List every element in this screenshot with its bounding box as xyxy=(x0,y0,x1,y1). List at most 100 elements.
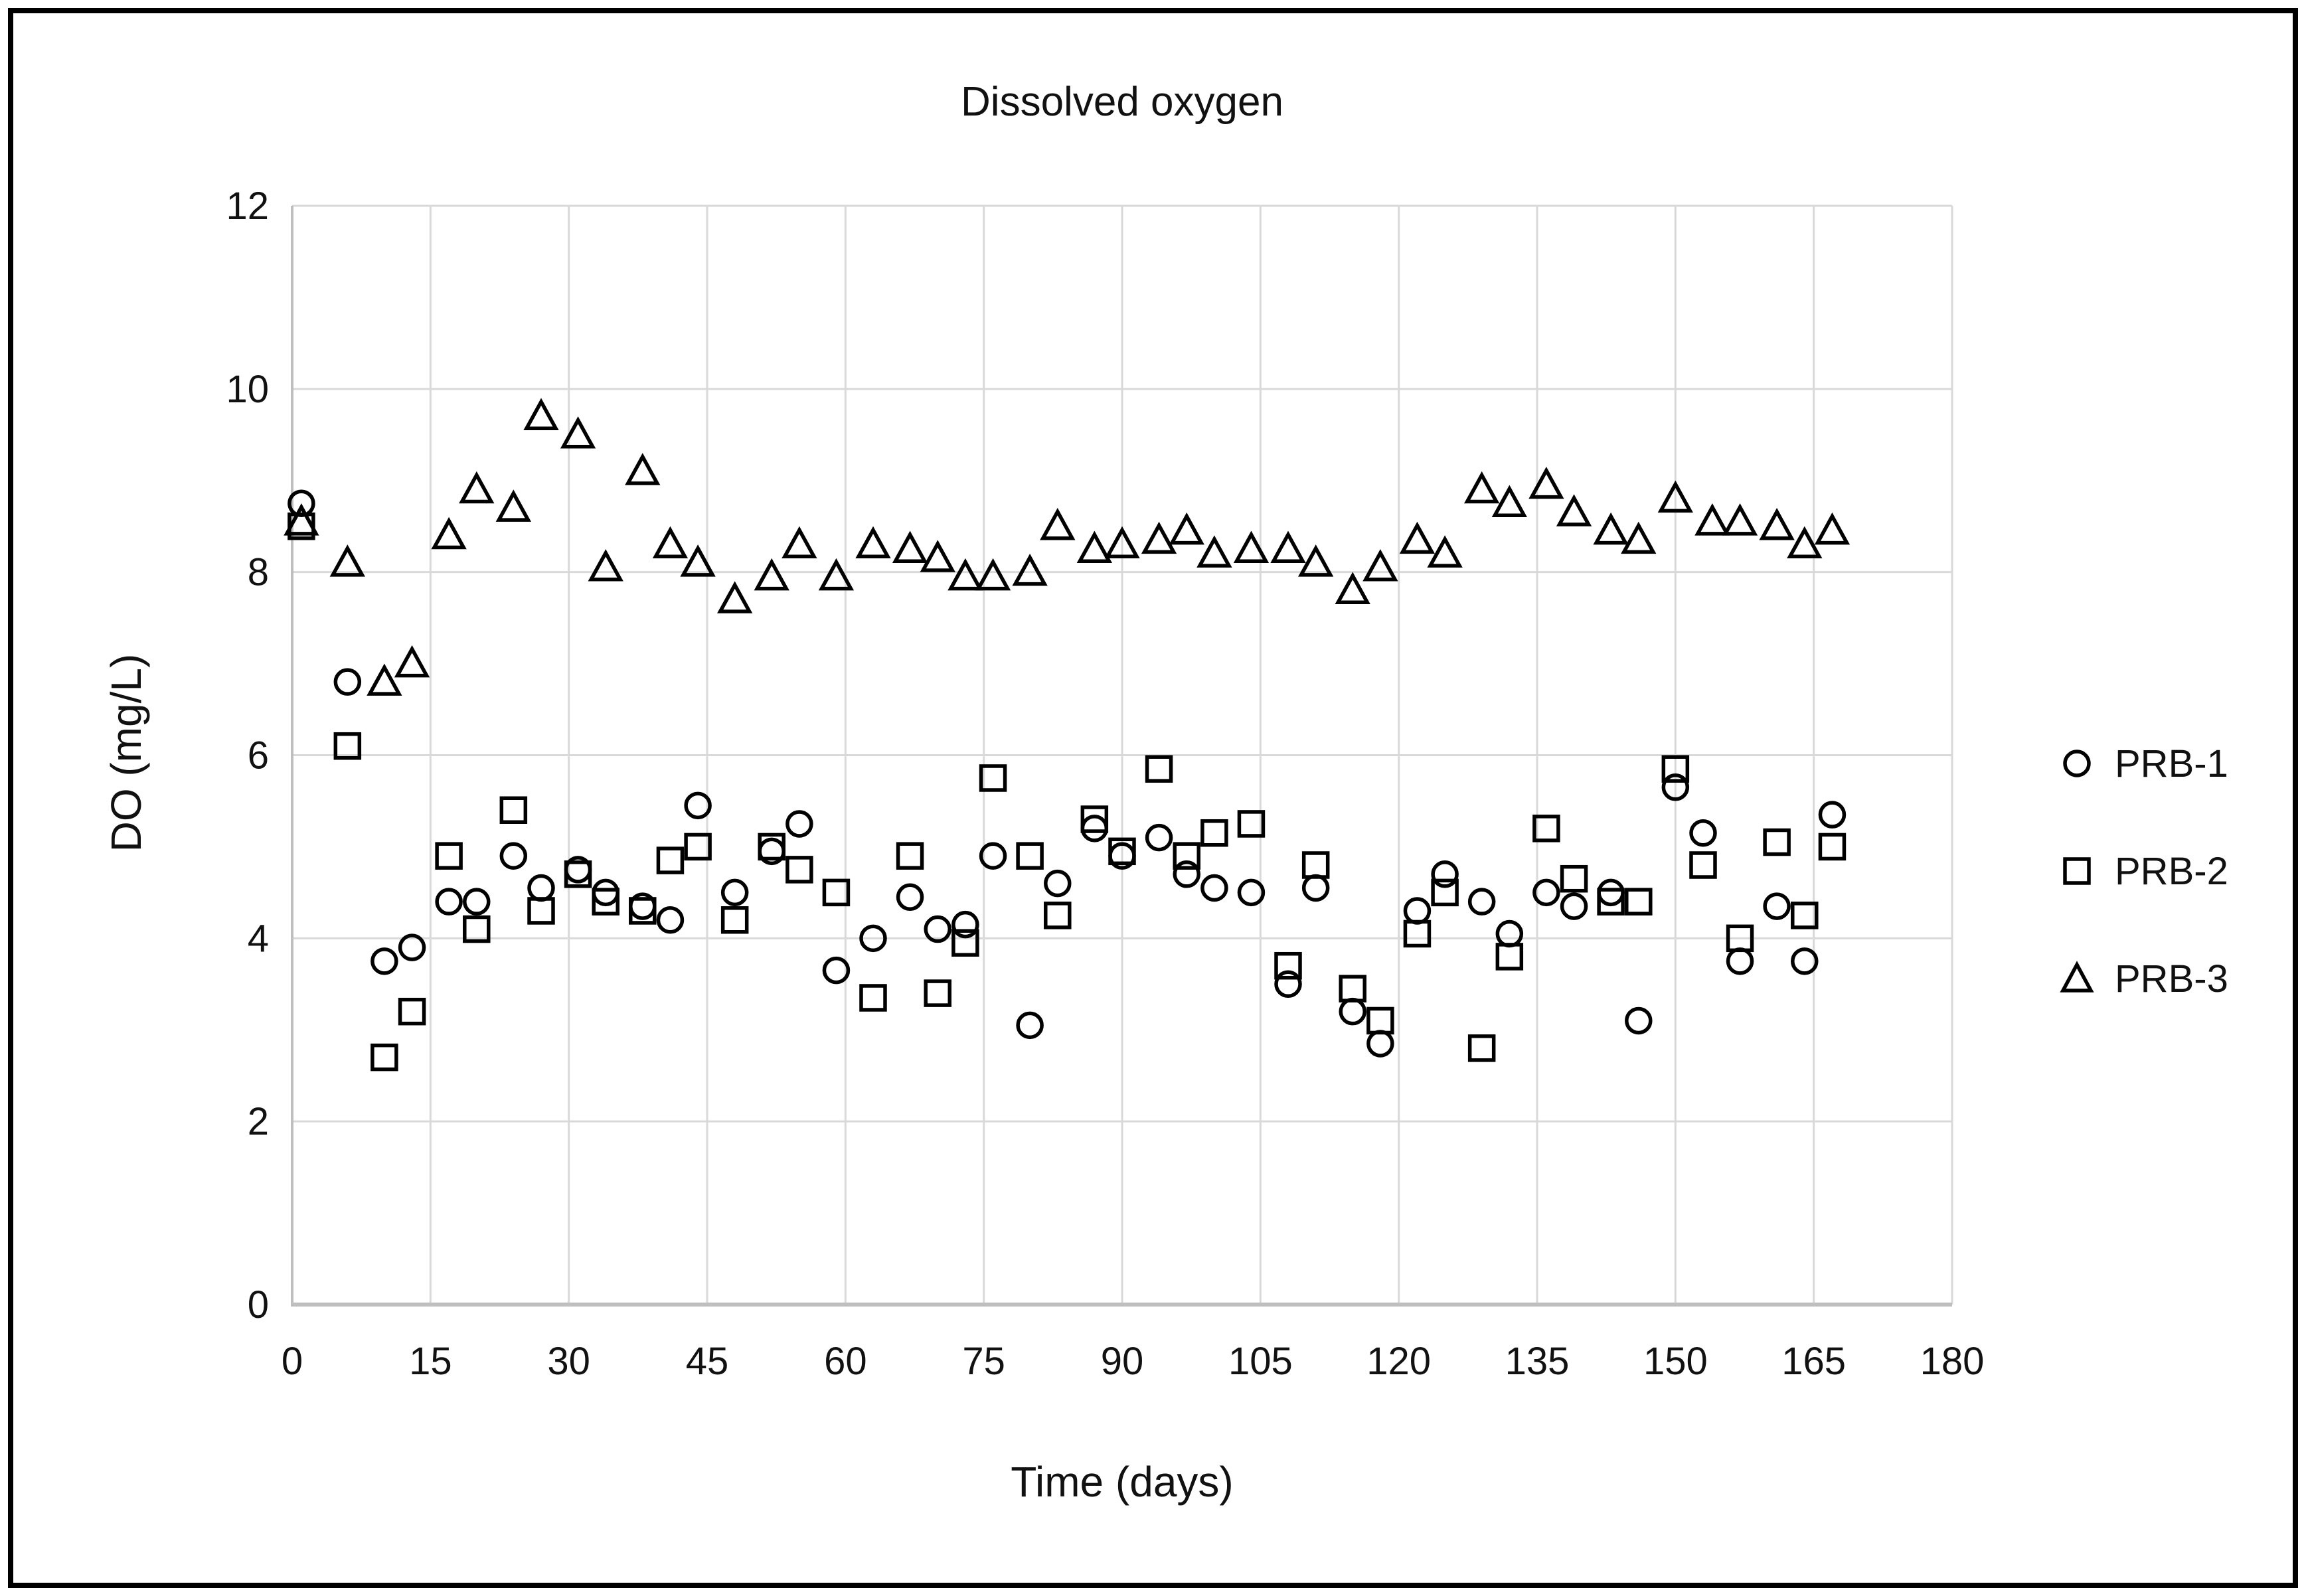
y-tick-label: 2 xyxy=(248,1100,269,1143)
data-point-PRB-3 xyxy=(1814,512,1851,545)
triangle-marker-icon xyxy=(2060,961,2094,993)
data-point-PRB-2 xyxy=(896,842,924,870)
data-point-PRB-1 xyxy=(1274,970,1302,998)
data-point-PRB-1 xyxy=(720,878,749,907)
y-tick-label: 6 xyxy=(248,734,269,777)
data-point-PRB-3 xyxy=(652,526,689,559)
data-point-PRB-3 xyxy=(1722,503,1758,536)
data-point-PRB-3 xyxy=(855,526,891,559)
data-point-PRB-1 xyxy=(785,810,813,838)
data-point-PRB-2 xyxy=(463,915,491,943)
data-point-PRB-1 xyxy=(592,878,619,907)
x-tick-label: 165 xyxy=(1781,1340,1846,1383)
x-axis-title: Time (days) xyxy=(1011,1458,1234,1506)
data-point-PRB-1 xyxy=(896,883,924,912)
x-tick-label: 15 xyxy=(409,1340,452,1383)
data-point-PRB-2 xyxy=(859,984,887,1012)
y-tick-label: 12 xyxy=(226,185,269,228)
data-point-PRB-2 xyxy=(951,929,979,957)
data-point-PRB-1 xyxy=(951,910,979,939)
data-point-PRB-2 xyxy=(1339,975,1366,1002)
data-point-PRB-2 xyxy=(1301,851,1330,879)
data-point-PRB-1 xyxy=(822,956,851,985)
data-point-PRB-1 xyxy=(1495,919,1524,948)
data-point-PRB-2 xyxy=(1763,828,1791,856)
data-point-PRB-3 xyxy=(1556,494,1592,526)
data-point-PRB-2 xyxy=(1173,842,1200,870)
data-point-PRB-2 xyxy=(435,842,463,870)
data-point-PRB-1 xyxy=(1597,878,1625,907)
data-point-PRB-1 xyxy=(1532,878,1560,907)
data-point-PRB-1 xyxy=(1200,874,1228,902)
data-point-PRB-2 xyxy=(684,833,712,861)
data-point-PRB-3 xyxy=(1141,521,1177,554)
data-point-PRB-3 xyxy=(523,398,559,430)
data-point-PRB-2 xyxy=(758,833,785,861)
data-point-PRB-3 xyxy=(1196,535,1232,568)
data-point-PRB-2 xyxy=(1495,943,1524,971)
data-point-PRB-3 xyxy=(1399,521,1436,554)
data-point-PRB-1 xyxy=(371,947,398,975)
data-point-PRB-3 xyxy=(1657,480,1693,513)
data-point-PRB-3 xyxy=(1040,508,1076,540)
image-border xyxy=(8,8,2298,1588)
data-point-PRB-1 xyxy=(924,915,951,943)
data-point-PRB-3 xyxy=(1335,572,1370,604)
data-point-PRB-3 xyxy=(1621,521,1657,554)
data-point-PRB-1 xyxy=(1173,860,1200,888)
data-point-PRB-3 xyxy=(1076,530,1112,563)
data-point-PRB-3 xyxy=(284,503,319,536)
data-point-PRB-3 xyxy=(625,453,661,485)
data-point-PRB-3 xyxy=(1012,553,1048,586)
data-point-PRB-3 xyxy=(560,416,596,449)
data-point-PRB-3 xyxy=(1593,512,1629,545)
data-point-PRB-2 xyxy=(592,888,619,916)
data-point-PRB-2 xyxy=(979,764,1007,792)
data-point-PRB-3 xyxy=(717,581,753,613)
data-point-PRB-1 xyxy=(1726,947,1754,975)
data-point-PRB-2 xyxy=(629,897,657,925)
data-point-PRB-3 xyxy=(920,540,955,572)
legend-item-prb2: PRB-2 xyxy=(2055,835,2228,908)
data-point-PRB-1 xyxy=(1689,819,1717,847)
data-point-PRB-2 xyxy=(1625,888,1653,916)
legend-item-prb1: PRB-1 xyxy=(2055,727,2228,800)
y-tick-label: 0 xyxy=(248,1283,269,1326)
y-tick-label: 10 xyxy=(226,368,269,411)
data-point-PRB-2 xyxy=(720,906,749,934)
data-point-PRB-2 xyxy=(1726,924,1754,953)
data-point-PRB-1 xyxy=(435,888,463,916)
data-point-PRB-1 xyxy=(1791,947,1819,975)
x-tick-label: 60 xyxy=(824,1340,867,1383)
data-point-PRB-2 xyxy=(1145,755,1173,783)
data-point-PRB-3 xyxy=(1694,503,1730,536)
data-point-PRB-2 xyxy=(1532,815,1560,842)
data-point-PRB-3 xyxy=(1298,544,1334,577)
data-point-PRB-2 xyxy=(924,979,951,1007)
data-point-PRB-3 xyxy=(1104,526,1140,559)
data-point-PRB-2 xyxy=(1274,951,1302,980)
legend: PRB-1 PRB-2 PRB-3 xyxy=(2055,727,2228,1015)
data-point-PRB-1 xyxy=(1145,823,1173,852)
data-point-PRB-1 xyxy=(1467,888,1496,916)
data-point-PRB-1 xyxy=(1237,878,1266,907)
data-point-PRB-1 xyxy=(499,842,528,870)
x-tick-label: 105 xyxy=(1228,1340,1293,1383)
data-point-PRB-3 xyxy=(1464,471,1500,504)
data-point-PRB-3 xyxy=(1491,485,1527,517)
data-point-PRB-3 xyxy=(1169,512,1204,545)
data-point-PRB-2 xyxy=(527,897,555,925)
x-tick-label: 150 xyxy=(1643,1340,1708,1383)
data-point-PRB-1 xyxy=(1431,860,1459,888)
data-point-PRB-1 xyxy=(527,874,555,902)
data-point-PRB-2 xyxy=(1818,833,1847,861)
data-point-PRB-2 xyxy=(1403,919,1432,948)
data-point-PRB-1 xyxy=(1339,997,1366,1026)
data-point-PRB-1 xyxy=(1366,1030,1394,1058)
data-point-PRB-3 xyxy=(892,530,928,563)
y-tick-label: 8 xyxy=(248,551,269,594)
data-point-PRB-1 xyxy=(1560,892,1588,920)
data-point-PRB-3 xyxy=(367,663,402,696)
data-point-PRB-3 xyxy=(459,471,495,504)
